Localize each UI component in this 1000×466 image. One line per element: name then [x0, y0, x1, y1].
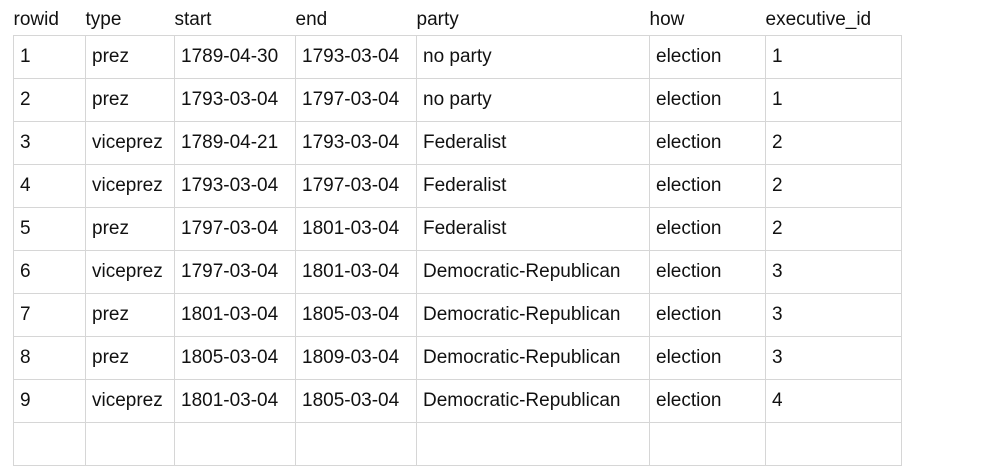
cell-executive-id[interactable]: 3: [765, 293, 902, 337]
cell-party[interactable]: Democratic-Republican: [416, 379, 650, 423]
cell-party[interactable]: Democratic-Republican: [416, 293, 650, 337]
cell-rowid[interactable]: 6: [13, 250, 86, 294]
table-body: 1 prez 1789-04-30 1793-03-04 no party electio…: [13, 35, 902, 466]
table-row[interactable]: 7 prez 1801-03-04 1805-03-04 Democratic-Repu…: [13, 293, 902, 337]
cell-how[interactable]: election: [649, 379, 766, 423]
column-header-rowid[interactable]: rowid: [13, 0, 86, 36]
cell-type[interactable]: prez: [85, 336, 175, 380]
cell-executive-id[interactable]: [765, 422, 902, 466]
table-row[interactable]: 3 viceprez 1789-04-21 1793-03-04 Federalist e…: [13, 121, 902, 165]
cell-party[interactable]: Federalist: [416, 164, 650, 208]
table-row[interactable]: 6 viceprez 1797-03-04 1801-03-04 Democratic-…: [13, 250, 902, 294]
cell-end[interactable]: 1797-03-04: [295, 78, 417, 122]
cell-end[interactable]: 1801-03-04: [295, 207, 417, 251]
table-row[interactable]: 5 prez 1797-03-04 1801-03-04 Federalist elect…: [13, 207, 902, 251]
cell-end[interactable]: 1793-03-04: [295, 35, 417, 79]
cell-rowid[interactable]: 5: [13, 207, 86, 251]
cell-rowid[interactable]: 9: [13, 379, 86, 423]
cell-type[interactable]: viceprez: [85, 379, 175, 423]
cell-type[interactable]: [85, 422, 175, 466]
cell-party[interactable]: Federalist: [416, 207, 650, 251]
cell-start[interactable]: 1801-03-04: [174, 293, 296, 337]
cell-rowid[interactable]: 3: [13, 121, 86, 165]
table-header: rowid type start end party how executive…: [13, 0, 902, 36]
cell-how[interactable]: election: [649, 207, 766, 251]
table-row[interactable]: 9 viceprez 1801-03-04 1805-03-04 Democratic-…: [13, 379, 902, 423]
cell-how[interactable]: election: [649, 293, 766, 337]
cell-how[interactable]: [649, 422, 766, 466]
cell-rowid[interactable]: 2: [13, 78, 86, 122]
cell-type[interactable]: prez: [85, 293, 175, 337]
column-header-party[interactable]: party: [416, 0, 650, 36]
column-header-start[interactable]: start: [174, 0, 296, 36]
cell-end[interactable]: 1793-03-04: [295, 121, 417, 165]
table-row[interactable]: [13, 422, 902, 466]
table-row[interactable]: 4 viceprez 1793-03-04 1797-03-04 Federalist e…: [13, 164, 902, 208]
cell-type[interactable]: prez: [85, 78, 175, 122]
cell-type[interactable]: prez: [85, 35, 175, 79]
cell-type[interactable]: viceprez: [85, 164, 175, 208]
cell-rowid[interactable]: 7: [13, 293, 86, 337]
cell-executive-id[interactable]: 3: [765, 336, 902, 380]
cell-how[interactable]: election: [649, 164, 766, 208]
cell-type[interactable]: viceprez: [85, 250, 175, 294]
column-header-end[interactable]: end: [295, 0, 417, 36]
cell-start[interactable]: 1789-04-30: [174, 35, 296, 79]
cell-end[interactable]: 1805-03-04: [295, 293, 417, 337]
column-header-how[interactable]: how: [649, 0, 766, 36]
cell-party[interactable]: Democratic-Republican: [416, 250, 650, 294]
cell-executive-id[interactable]: 1: [765, 35, 902, 79]
results-table: rowid type start end party how executive…: [13, 0, 902, 466]
results-table-container: rowid type start end party how executive…: [13, 0, 902, 466]
cell-start[interactable]: 1793-03-04: [174, 164, 296, 208]
cell-start[interactable]: 1801-03-04: [174, 379, 296, 423]
table-row[interactable]: 8 prez 1805-03-04 1809-03-04 Democratic-Repu…: [13, 336, 902, 380]
cell-rowid[interactable]: [13, 422, 86, 466]
cell-executive-id[interactable]: 1: [765, 78, 902, 122]
cell-party[interactable]: Federalist: [416, 121, 650, 165]
cell-start[interactable]: 1797-03-04: [174, 207, 296, 251]
column-header-type[interactable]: type: [85, 0, 175, 36]
cell-executive-id[interactable]: 2: [765, 207, 902, 251]
cell-party[interactable]: Democratic-Republican: [416, 336, 650, 380]
cell-executive-id[interactable]: 2: [765, 164, 902, 208]
table-row[interactable]: 2 prez 1793-03-04 1797-03-04 no party electio…: [13, 78, 902, 122]
cell-executive-id[interactable]: 2: [765, 121, 902, 165]
cell-how[interactable]: election: [649, 336, 766, 380]
cell-party[interactable]: [416, 422, 650, 466]
cell-type[interactable]: prez: [85, 207, 175, 251]
cell-start[interactable]: 1789-04-21: [174, 121, 296, 165]
cell-start[interactable]: [174, 422, 296, 466]
cell-end[interactable]: 1809-03-04: [295, 336, 417, 380]
cell-rowid[interactable]: 1: [13, 35, 86, 79]
cell-end[interactable]: 1805-03-04: [295, 379, 417, 423]
cell-type[interactable]: viceprez: [85, 121, 175, 165]
cell-start[interactable]: 1805-03-04: [174, 336, 296, 380]
cell-party[interactable]: no party: [416, 78, 650, 122]
cell-executive-id[interactable]: 3: [765, 250, 902, 294]
cell-how[interactable]: election: [649, 121, 766, 165]
cell-how[interactable]: election: [649, 78, 766, 122]
cell-rowid[interactable]: 4: [13, 164, 86, 208]
column-header-executive-id[interactable]: executive_id: [765, 0, 902, 36]
header-row: rowid type start end party how executive…: [13, 0, 902, 36]
cell-party[interactable]: no party: [416, 35, 650, 79]
cell-rowid[interactable]: 8: [13, 336, 86, 380]
cell-how[interactable]: election: [649, 35, 766, 79]
cell-end[interactable]: [295, 422, 417, 466]
table-row[interactable]: 1 prez 1789-04-30 1793-03-04 no party electio…: [13, 35, 902, 79]
cell-how[interactable]: election: [649, 250, 766, 294]
cell-start[interactable]: 1797-03-04: [174, 250, 296, 294]
cell-start[interactable]: 1793-03-04: [174, 78, 296, 122]
cell-end[interactable]: 1797-03-04: [295, 164, 417, 208]
cell-executive-id[interactable]: 4: [765, 379, 902, 423]
cell-end[interactable]: 1801-03-04: [295, 250, 417, 294]
